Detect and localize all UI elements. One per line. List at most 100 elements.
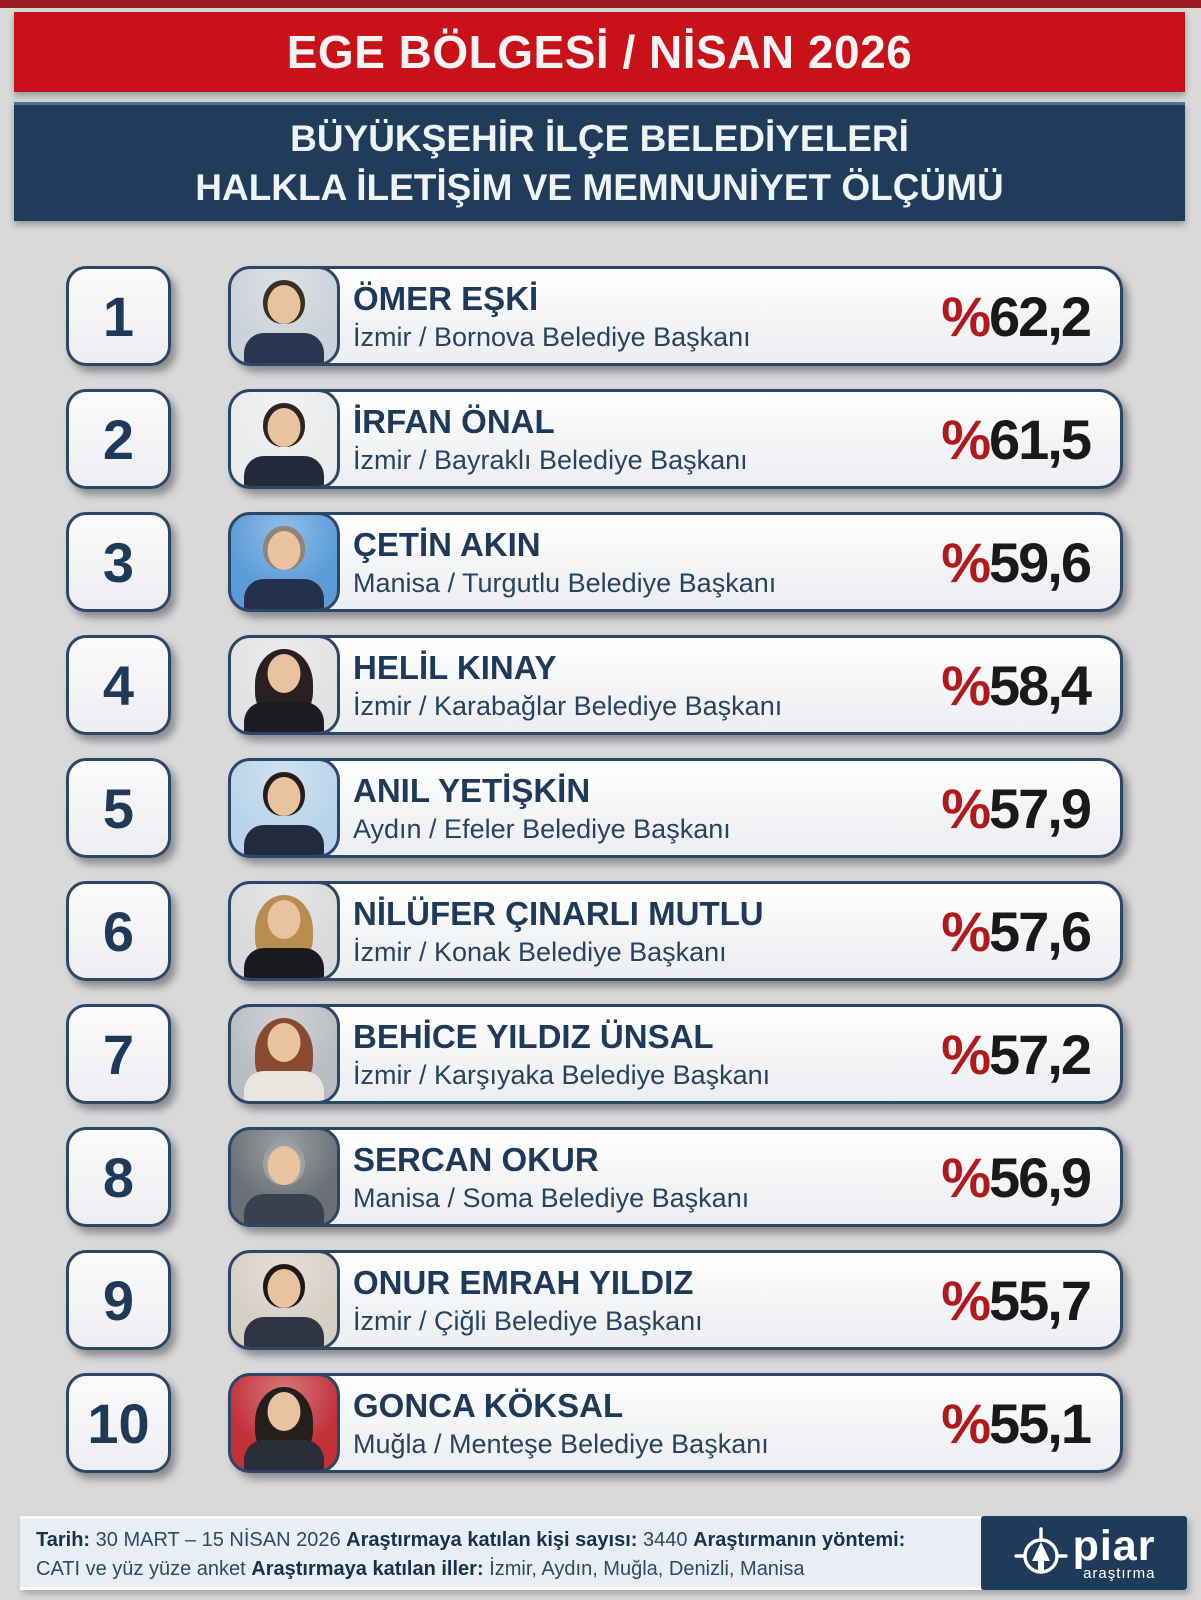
photo-body bbox=[244, 825, 324, 855]
mayor-photo bbox=[228, 266, 340, 366]
satisfaction-score: %59,6 bbox=[941, 530, 1092, 595]
rank-badge: 3 bbox=[66, 512, 171, 612]
method-value: CATI ve yüz yüze anket bbox=[36, 1558, 246, 1580]
rank-number: 2 bbox=[102, 407, 135, 471]
satisfaction-score: %55,1 bbox=[941, 1391, 1092, 1456]
survey-meta: Tarih: 30 MART – 15 NİSAN 2026 Araştırma… bbox=[20, 1516, 981, 1590]
participants-label: Araştırmaya katılan kişi sayısı: bbox=[346, 1529, 638, 1551]
date-value: 30 MART – 15 NİSAN 2026 bbox=[95, 1529, 341, 1551]
rank-number: 3 bbox=[102, 530, 135, 594]
mayor-card: NİLÜFER ÇINARLI MUTLU İzmir / Konak Bele… bbox=[228, 881, 1123, 981]
photo-head bbox=[267, 654, 301, 693]
table-row: 9 ONUR EMRAH YILDIZ İzmir / Çiğli Beledi… bbox=[0, 1250, 1201, 1350]
mayor-name: İRFAN ÖNAL bbox=[353, 402, 555, 440]
photo-body bbox=[244, 1194, 324, 1224]
table-row: 3 ÇETİN AKIN Manisa / Turgutlu Belediye … bbox=[0, 512, 1201, 612]
table-row: 4 HELİL KINAY İzmir / Karabağlar Belediy… bbox=[0, 635, 1201, 735]
participants-value: 3440 bbox=[643, 1529, 688, 1551]
piar-subtext: araştırma bbox=[1083, 1565, 1156, 1582]
mayor-texts: ONUR EMRAH YILDIZ İzmir / Çiğli Belediye… bbox=[353, 1264, 703, 1337]
percent-value: 56,9 bbox=[989, 1145, 1092, 1209]
rank-badge: 5 bbox=[66, 758, 171, 858]
mayor-photo bbox=[228, 1250, 340, 1350]
rank-number: 6 bbox=[102, 899, 135, 963]
satisfaction-score: %56,9 bbox=[941, 1145, 1092, 1210]
mayor-name: ÖMER EŞKİ bbox=[353, 279, 539, 317]
photo-body bbox=[244, 333, 324, 363]
percent-value: 55,7 bbox=[989, 1268, 1092, 1332]
mayor-title: İzmir / Bayraklı Belediye Başkanı bbox=[353, 444, 748, 475]
satisfaction-score: %58,4 bbox=[941, 653, 1092, 718]
mayor-card: ONUR EMRAH YILDIZ İzmir / Çiğli Belediye… bbox=[228, 1250, 1123, 1350]
photo-body bbox=[244, 579, 324, 609]
photo-head bbox=[267, 1269, 301, 1308]
mayor-name: ANIL YETİŞKİN bbox=[353, 771, 591, 809]
percent-value: 57,6 bbox=[989, 899, 1092, 963]
table-row: 2 İRFAN ÖNAL İzmir / Bayraklı Belediye B… bbox=[0, 389, 1201, 489]
percent-symbol: % bbox=[941, 1268, 991, 1332]
piar-wordmark: piar bbox=[1072, 1522, 1156, 1570]
survey-title-line2: HALKLA İLETİŞİM VE MEMNUNİYET ÖLÇÜMÜ bbox=[195, 167, 1004, 208]
mayor-texts: HELİL KINAY İzmir / Karabağlar Belediye … bbox=[353, 649, 782, 722]
rank-badge: 4 bbox=[66, 635, 171, 735]
photo-head bbox=[267, 531, 301, 570]
region-header: EGE BÖLGESİ / NİSAN 2026 bbox=[14, 12, 1185, 92]
mayor-photo bbox=[228, 881, 340, 981]
percent-value: 58,4 bbox=[989, 653, 1092, 717]
satisfaction-score: %61,5 bbox=[941, 407, 1092, 472]
mayor-photo bbox=[228, 635, 340, 735]
piar-compass-icon bbox=[1013, 1527, 1068, 1574]
rank-number: 7 bbox=[102, 1022, 135, 1086]
rank-badge: 6 bbox=[66, 881, 171, 981]
rank-badge: 2 bbox=[66, 389, 171, 489]
footer-bar: Tarih: 30 MART – 15 NİSAN 2026 Araştırma… bbox=[20, 1516, 1187, 1590]
photo-head bbox=[267, 285, 301, 324]
mayor-photo bbox=[228, 389, 340, 489]
mayor-texts: GONCA KÖKSAL Muğla / Menteşe Belediye Ba… bbox=[353, 1387, 769, 1460]
mayor-title: Manisa / Soma Belediye Başkanı bbox=[353, 1182, 750, 1213]
provinces-value: İzmir, Aydın, Muğla, Denizli, Manisa bbox=[489, 1558, 805, 1580]
survey-header: BÜYÜKŞEHİR İLÇE BELEDİYELERİ HALKLA İLET… bbox=[14, 102, 1185, 221]
mayor-name: BEHİCE YILDIZ ÜNSAL bbox=[353, 1017, 714, 1055]
piar-logo-text: piar araştırma bbox=[1072, 1522, 1156, 1582]
rank-number: 4 bbox=[102, 653, 135, 717]
mayor-card: ÇETİN AKIN Manisa / Turgutlu Belediye Ba… bbox=[228, 512, 1123, 612]
satisfaction-score: %57,9 bbox=[941, 776, 1092, 841]
percent-symbol: % bbox=[941, 1022, 991, 1086]
percent-value: 57,2 bbox=[989, 1022, 1092, 1086]
rank-number: 9 bbox=[102, 1268, 135, 1332]
mayor-card: BEHİCE YILDIZ ÜNSAL İzmir / Karşıyaka Be… bbox=[228, 1004, 1123, 1104]
region-title: EGE BÖLGESİ / NİSAN 2026 bbox=[286, 26, 913, 78]
rank-number: 8 bbox=[102, 1145, 135, 1209]
mayor-photo bbox=[228, 1004, 340, 1104]
table-row: 5 ANIL YETİŞKİN Aydın / Efeler Belediye … bbox=[0, 758, 1201, 858]
percent-value: 62,2 bbox=[989, 284, 1092, 348]
photo-head bbox=[267, 1023, 301, 1062]
percent-symbol: % bbox=[941, 530, 991, 594]
mayor-card: İRFAN ÖNAL İzmir / Bayraklı Belediye Baş… bbox=[228, 389, 1123, 489]
percent-value: 55,1 bbox=[989, 1391, 1092, 1455]
survey-meta-line2: CATI ve yüz yüze anket Araştırmaya katıl… bbox=[36, 1555, 973, 1584]
table-row: 7 BEHİCE YILDIZ ÜNSAL İzmir / Karşıyaka … bbox=[0, 1004, 1201, 1104]
satisfaction-score: %57,2 bbox=[941, 1022, 1092, 1087]
rank-badge: 10 bbox=[66, 1373, 171, 1473]
photo-head bbox=[267, 900, 301, 939]
mayor-title: Manisa / Turgutlu Belediye Başkanı bbox=[353, 567, 777, 598]
mayor-card: SERCAN OKUR Manisa / Soma Belediye Başka… bbox=[228, 1127, 1123, 1227]
piar-logo: piar araştırma bbox=[981, 1516, 1187, 1590]
satisfaction-score: %55,7 bbox=[941, 1268, 1092, 1333]
rank-number: 5 bbox=[102, 776, 135, 840]
photo-head bbox=[267, 1392, 301, 1431]
photo-head bbox=[267, 408, 301, 447]
mayor-title: İzmir / Çiğli Belediye Başkanı bbox=[353, 1305, 703, 1336]
mayor-texts: ÖMER EŞKİ İzmir / Bornova Belediye Başka… bbox=[353, 280, 751, 353]
photo-head bbox=[267, 777, 301, 816]
mayor-name: GONCA KÖKSAL bbox=[353, 1386, 624, 1424]
percent-value: 61,5 bbox=[989, 407, 1092, 471]
mayor-title: İzmir / Karşıyaka Belediye Başkanı bbox=[353, 1059, 771, 1090]
photo-body bbox=[244, 702, 324, 732]
mayor-title: İzmir / Karabağlar Belediye Başkanı bbox=[353, 690, 783, 721]
mayor-card: ÖMER EŞKİ İzmir / Bornova Belediye Başka… bbox=[228, 266, 1123, 366]
mayor-card: HELİL KINAY İzmir / Karabağlar Belediye … bbox=[228, 635, 1123, 735]
mayor-title: Aydın / Efeler Belediye Başkanı bbox=[353, 813, 731, 844]
